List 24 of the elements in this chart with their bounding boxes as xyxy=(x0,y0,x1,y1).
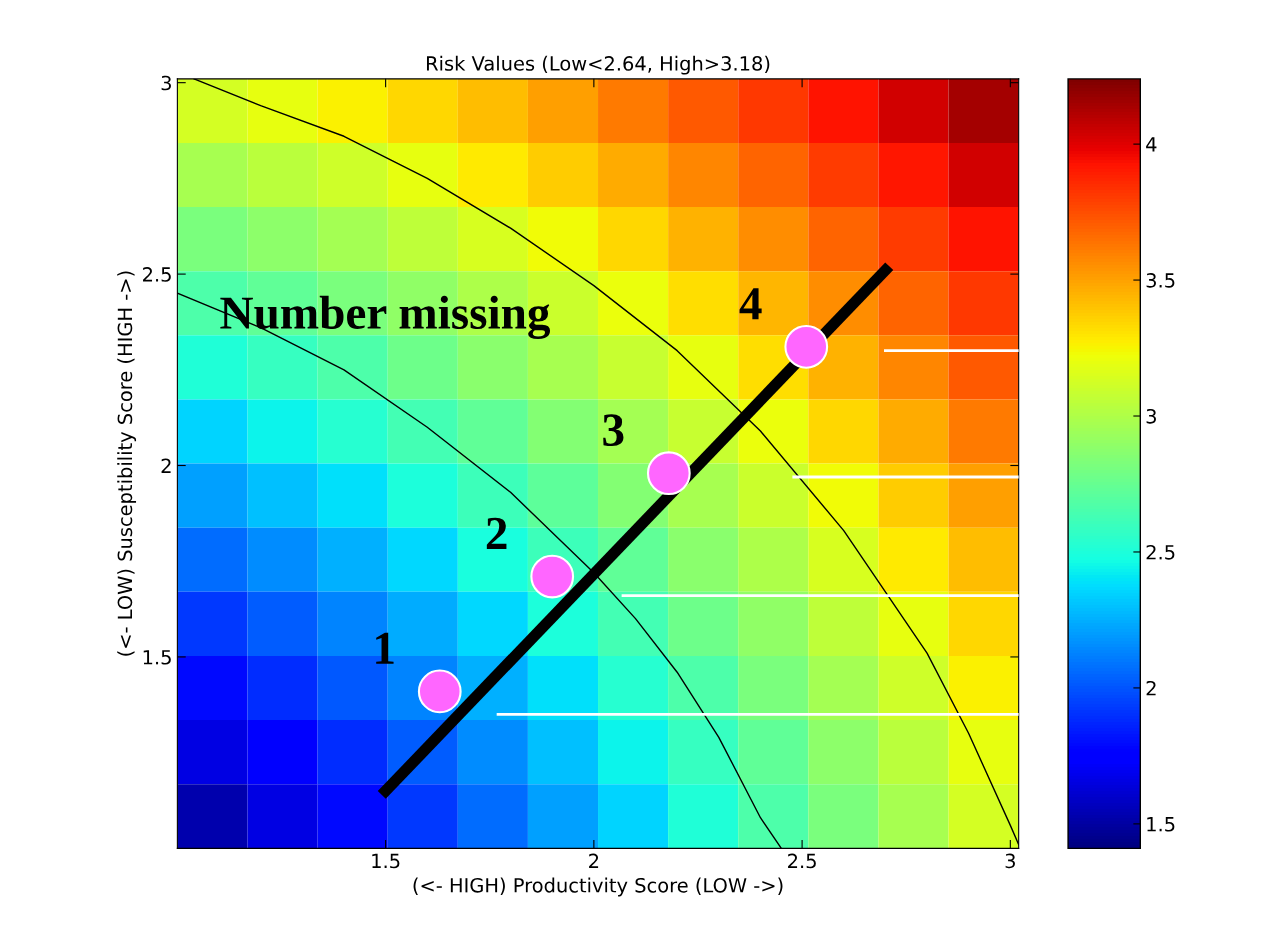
y-axis-title: (<- LOW) Susceptibility Score (HIGH ->) xyxy=(117,271,137,656)
x-tick-label: 2.5 xyxy=(788,853,816,869)
color-bar-label: 3.5 xyxy=(1146,273,1175,288)
point xyxy=(784,324,829,369)
annotation: 1 xyxy=(376,632,394,664)
y-tick-label: 3 xyxy=(161,75,171,91)
color-bar-label: 4 xyxy=(1146,137,1157,152)
color-bar-label: 3 xyxy=(1146,408,1156,424)
y-tick-label: 1.5 xyxy=(143,650,171,665)
x-axis-title: (<- HIGH) Productivity Score (LOW ->) xyxy=(413,877,783,897)
color-bar-label: 2.5 xyxy=(1146,544,1175,560)
chart-title: Risk Values (Low<2.64, High>3.18) xyxy=(426,55,770,75)
y-tick-label: 2 xyxy=(161,458,171,473)
y-tick-label: 2.5 xyxy=(143,267,171,282)
color-bar-label: 2 xyxy=(1146,680,1156,696)
annotation: 2 xyxy=(486,517,507,549)
x-tick-label: 3 xyxy=(1005,853,1015,869)
annotation: Number missing xyxy=(220,295,551,339)
annotation: 4 xyxy=(739,288,762,320)
x-tick-label: 1.5 xyxy=(372,853,400,869)
x-tick-label: 2 xyxy=(589,853,599,868)
color-bar-label: 1.5 xyxy=(1147,817,1175,832)
point xyxy=(646,451,691,496)
annotation: 3 xyxy=(603,414,624,447)
